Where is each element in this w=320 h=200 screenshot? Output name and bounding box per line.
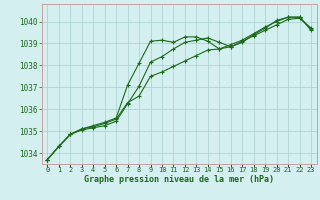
X-axis label: Graphe pression niveau de la mer (hPa): Graphe pression niveau de la mer (hPa) bbox=[84, 175, 274, 184]
